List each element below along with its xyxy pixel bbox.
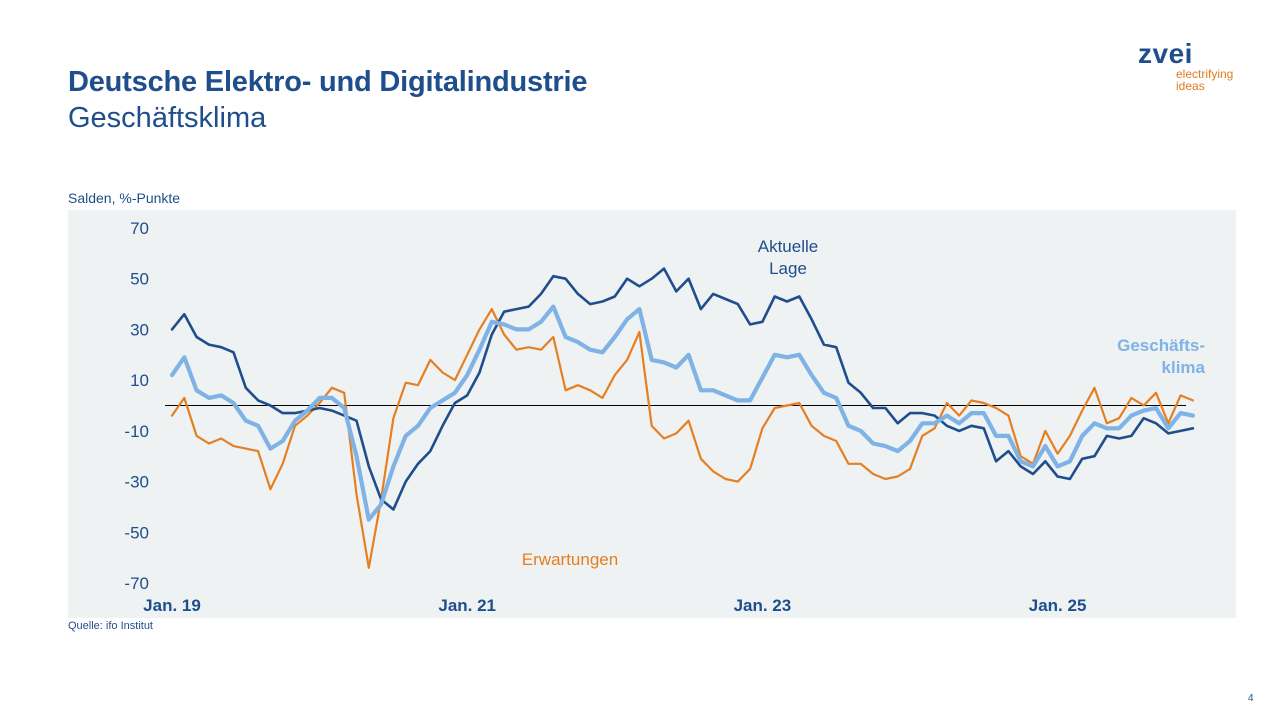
y-tick-label: -70 [124, 574, 149, 593]
y-tick-label: -30 [124, 473, 149, 492]
logo-tagline-1: electrifying [1176, 67, 1234, 81]
y-tick-label: -50 [124, 523, 149, 542]
y-tick-label: -10 [124, 422, 149, 441]
y-axis-unit-label: Salden, %-Punkte [68, 190, 181, 206]
logo-wordmark: zvei [1138, 38, 1193, 69]
series-line-geschaeftsklima [169, 304, 1196, 522]
series-line-erwartungen [170, 308, 1195, 569]
series-label-geschaeftsklima: Geschäfts- [1117, 336, 1205, 355]
y-tick-label: 50 [130, 270, 149, 289]
x-tick-label: Jan. 23 [734, 596, 792, 615]
x-tick-label: Jan. 21 [438, 596, 496, 615]
y-tick-label: 70 [130, 219, 149, 238]
zvei-logo: zvei electrifying ideas [1138, 38, 1234, 93]
page-title: Deutsche Elektro- und Digitalindustrie [68, 66, 588, 98]
page-number: 4 [1248, 693, 1254, 704]
x-tick-label: Jan. 25 [1029, 596, 1087, 615]
series-label-geschaeftsklima: klima [1162, 358, 1206, 377]
page-subtitle: Geschäftsklima [68, 102, 267, 134]
series-label-aktuelle-lage: Aktuelle [758, 237, 818, 256]
series-label-erwartungen: Erwartungen [522, 550, 618, 569]
y-tick-label: 10 [130, 371, 149, 390]
x-tick-label: Jan. 19 [143, 596, 201, 615]
series-line-aktuelle-lage [170, 267, 1195, 511]
logo-tagline-2: ideas [1176, 79, 1205, 93]
y-tick-label: 30 [130, 320, 149, 339]
source-note: Quelle: ifo Institut [68, 620, 153, 632]
series-label-aktuelle-lage: Lage [769, 259, 807, 278]
